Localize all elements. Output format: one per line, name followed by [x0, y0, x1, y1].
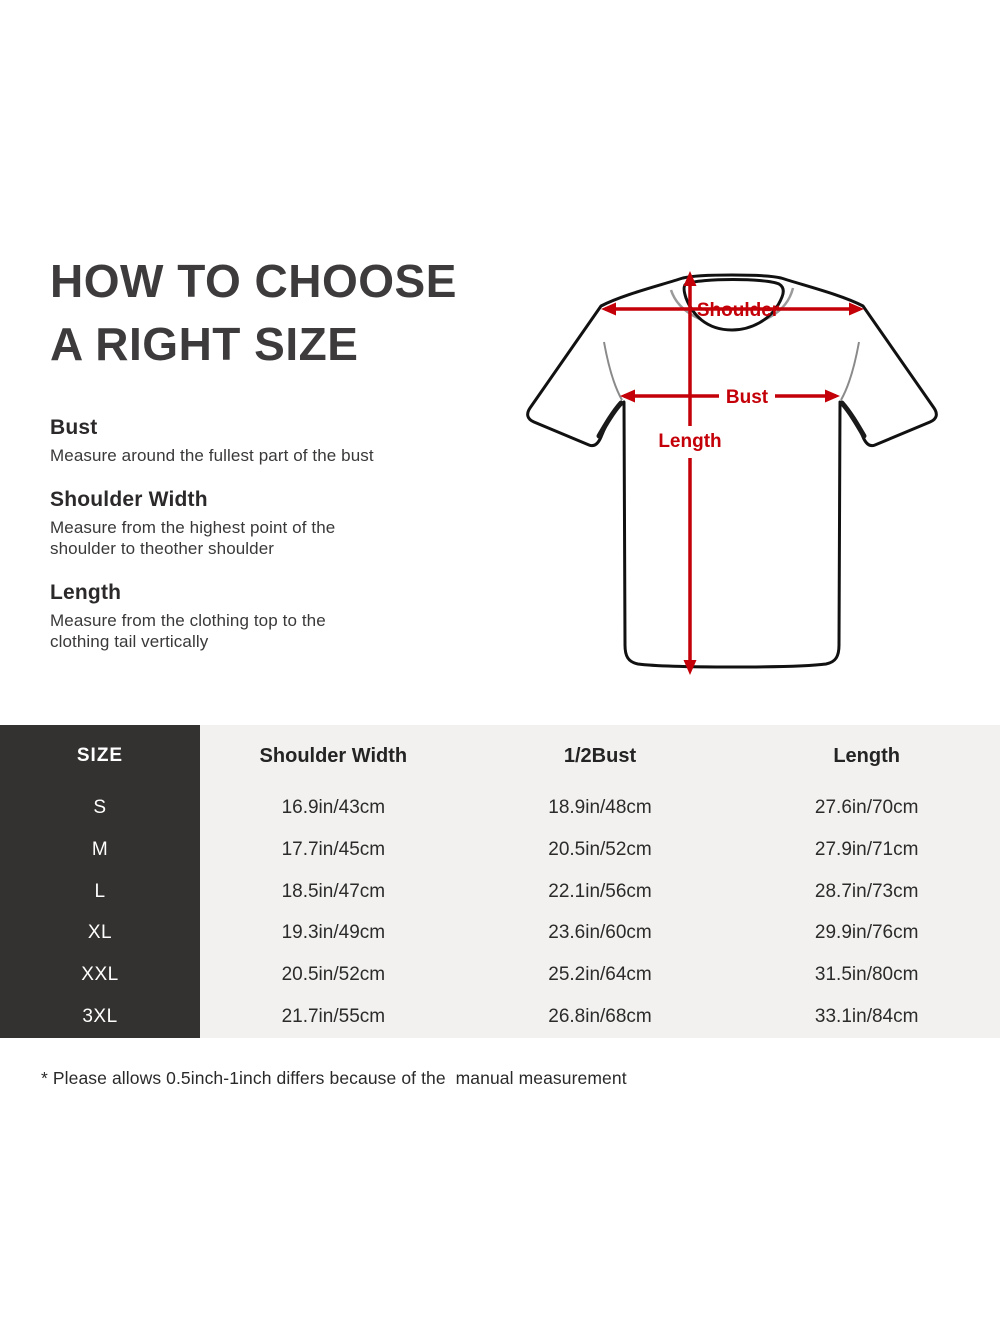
instruction-bust-heading: Bust — [50, 416, 98, 439]
size-table-row-3xl: 3XL 21.7in/55cm 26.8in/68cm 33.1in/84cm — [0, 996, 1000, 1038]
shoulder-value-cell: 20.5in/52cm — [200, 954, 467, 997]
shoulder-value-cell: 19.3in/49cm — [200, 912, 467, 955]
size-cell: 3XL — [0, 996, 200, 1038]
collar — [682, 278, 785, 332]
bust-value-cell: 18.9in/48cm — [466, 787, 734, 829]
size-table-header-size: SIZE — [0, 725, 200, 787]
size-cell: M — [0, 828, 200, 871]
shoulder-value-cell: 16.9in/43cm — [200, 787, 467, 829]
length-value-cell: 29.9in/76cm — [733, 912, 1000, 955]
size-table-row-m: M 17.7in/45cm 20.5in/52cm 27.9in/71cm — [0, 828, 1000, 871]
size-table-row-s: S 16.9in/43cm 18.9in/48cm 27.6in/70cm — [0, 787, 1000, 829]
shoulder-arrow — [601, 302, 864, 316]
page-title: HOW TO CHOOSE A RIGHT SIZE — [50, 250, 457, 376]
page-title-line1: HOW TO CHOOSE — [50, 255, 457, 307]
size-table-header-length: Length — [733, 725, 1000, 787]
size-cell: S — [0, 787, 200, 829]
bust-arrow — [620, 389, 840, 403]
instruction-length: Length Measure from the clothing top to … — [50, 581, 490, 653]
measurement-disclaimer: * Please allows 0.5inch-1inch differs be… — [41, 1068, 627, 1088]
page-title-line2: A RIGHT SIZE — [50, 318, 359, 370]
length-value-cell: 28.7in/73cm — [733, 870, 1000, 913]
left-sleeve-seam — [603, 341, 623, 401]
size-cell: XL — [0, 912, 200, 955]
size-cell: XXL — [0, 954, 200, 997]
shoulder-value-cell: 21.7in/55cm — [200, 996, 467, 1038]
bust-arrow-label: Bust — [726, 387, 769, 408]
instruction-shoulder-text-line1: Measure from the highest point of the — [50, 517, 336, 537]
size-table-header-shoulder: Shoulder Width — [200, 725, 467, 787]
bust-value-cell: 26.8in/68cm — [466, 996, 734, 1038]
length-arrow — [683, 271, 697, 675]
tshirt-measurement-diagram: Shoulder Bust Length — [526, 271, 938, 675]
size-cell: L — [0, 870, 200, 913]
bust-value-cell: 20.5in/52cm — [466, 828, 734, 871]
bust-value-cell: 23.6in/60cm — [466, 912, 734, 955]
length-value-cell: 33.1in/84cm — [733, 996, 1000, 1038]
instruction-length-text-line1: Measure from the clothing top to the — [50, 610, 326, 630]
left-armpit-shading — [596, 400, 624, 439]
instruction-shoulder-width: Shoulder Width Measure from the highest … — [50, 488, 490, 560]
size-table-row-xl: XL 19.3in/49cm 23.6in/60cm 29.9in/76cm — [0, 912, 1000, 955]
shoulder-arrow-label: Shoulder — [697, 300, 780, 321]
size-table: SIZE Shoulder Width 1/2Bust Length S 16.… — [0, 725, 1000, 1038]
right-sleeve-seam — [840, 341, 860, 401]
tshirt-outline — [526, 273, 938, 669]
measure-instructions: Bust Measure around the fullest part of … — [50, 416, 490, 674]
size-table-row-l: L 18.5in/47cm 22.1in/56cm 28.7in/73cm — [0, 870, 1000, 913]
size-table-row-xxl: XXL 20.5in/52cm 25.2in/64cm 31.5in/80cm — [0, 954, 1000, 997]
length-arrow-label: Length — [658, 431, 721, 452]
instruction-shoulder-heading: Shoulder Width — [50, 487, 208, 511]
shoulder-value-cell: 17.7in/45cm — [200, 828, 467, 871]
shoulder-value-cell: 18.5in/47cm — [200, 870, 467, 913]
size-table-header-bust: 1/2Bust — [466, 725, 734, 787]
length-value-cell: 27.6in/70cm — [733, 787, 1000, 829]
instruction-bust-text: Measure around the fullest part of the b… — [50, 446, 374, 465]
instruction-length-heading: Length — [50, 580, 122, 604]
instruction-length-text-line2: clothing tail vertically — [50, 632, 209, 651]
right-armpit-shading — [839, 400, 867, 439]
bust-value-cell: 25.2in/64cm — [466, 954, 734, 997]
length-value-cell: 27.9in/71cm — [733, 828, 1000, 871]
instruction-shoulder-text-line2: shoulder to theother shoulder — [50, 539, 275, 558]
instruction-bust: Bust Measure around the fullest part of … — [50, 416, 490, 467]
size-table-header-row: SIZE Shoulder Width 1/2Bust Length — [0, 725, 1000, 787]
bust-value-cell: 22.1in/56cm — [466, 870, 734, 913]
length-value-cell: 31.5in/80cm — [733, 954, 1000, 997]
